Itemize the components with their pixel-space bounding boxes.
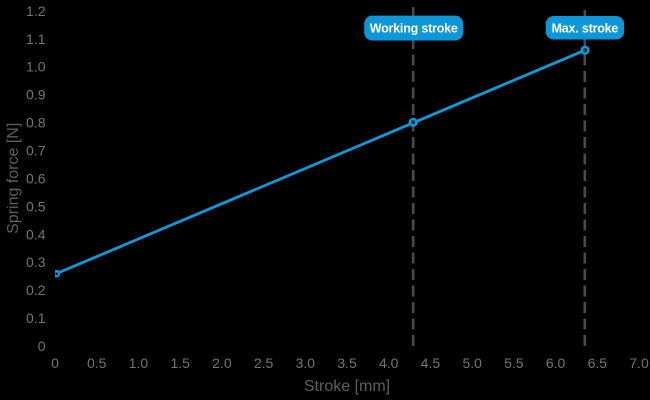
svg-text:0: 0 <box>38 338 46 354</box>
svg-text:0.6: 0.6 <box>26 170 46 186</box>
svg-text:1.2: 1.2 <box>26 3 46 19</box>
svg-text:5.0: 5.0 <box>462 355 482 371</box>
svg-text:2.0: 2.0 <box>212 355 232 371</box>
svg-text:0.3: 0.3 <box>26 254 46 270</box>
svg-text:Max. stroke: Max. stroke <box>552 21 619 35</box>
svg-text:5.5: 5.5 <box>504 355 524 371</box>
svg-text:Spring force [N]: Spring force [N] <box>5 123 22 234</box>
svg-text:2.5: 2.5 <box>254 355 274 371</box>
svg-text:0.5: 0.5 <box>26 198 46 214</box>
svg-text:6.5: 6.5 <box>588 355 608 371</box>
svg-text:0: 0 <box>51 355 59 371</box>
svg-text:Working stroke: Working stroke <box>370 22 458 36</box>
svg-text:4.5: 4.5 <box>421 355 441 371</box>
svg-text:0.9: 0.9 <box>26 87 46 103</box>
svg-text:3.5: 3.5 <box>337 355 357 371</box>
svg-text:0.8: 0.8 <box>26 115 46 131</box>
svg-text:1.0: 1.0 <box>129 355 149 371</box>
svg-text:6.0: 6.0 <box>546 355 566 371</box>
svg-text:1.5: 1.5 <box>170 355 190 371</box>
svg-text:0.7: 0.7 <box>26 143 46 159</box>
svg-text:1.1: 1.1 <box>26 31 46 47</box>
svg-text:Stroke [mm]: Stroke [mm] <box>304 378 390 395</box>
svg-text:1.0: 1.0 <box>26 59 46 75</box>
svg-text:0.1: 0.1 <box>26 310 46 326</box>
svg-text:4.0: 4.0 <box>379 355 399 371</box>
svg-text:0.5: 0.5 <box>87 355 107 371</box>
svg-text:0.4: 0.4 <box>26 226 46 242</box>
svg-text:3.0: 3.0 <box>296 355 316 371</box>
svg-text:0.2: 0.2 <box>26 282 46 298</box>
svg-text:7.0: 7.0 <box>629 355 649 371</box>
